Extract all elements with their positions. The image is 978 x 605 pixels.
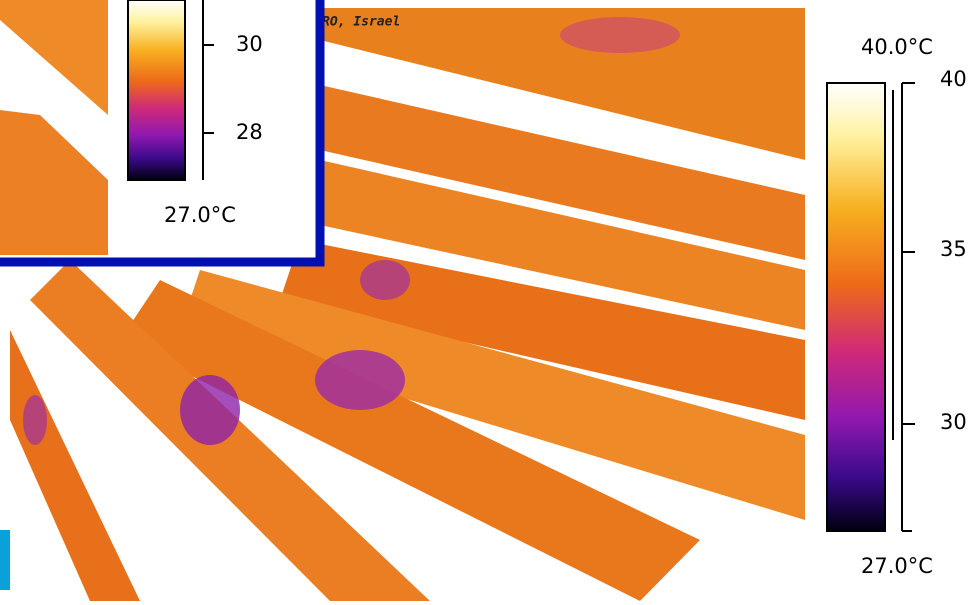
max-label: 40.0°C (861, 35, 933, 59)
image-caption: RO, Israel (322, 15, 400, 30)
colorbar (826, 82, 886, 532)
side-marker (0, 530, 10, 590)
inset-tick-label: 30 (236, 32, 263, 56)
inset-colorbar (127, 0, 186, 181)
inset: 30 28 27.0°C (0, 0, 325, 267)
tick-label: 40 (940, 67, 967, 91)
min-label: 27.0°C (861, 554, 933, 578)
inset-tick-label: 28 (236, 120, 263, 144)
tick-label: 30 (940, 410, 967, 434)
main-scale: 40.0°C 40 35 30 27.0°C (826, 35, 967, 578)
thermal-image (0, 8, 805, 601)
tick-label: 35 (940, 237, 967, 261)
inset-min-label: 27.0°C (164, 203, 236, 227)
